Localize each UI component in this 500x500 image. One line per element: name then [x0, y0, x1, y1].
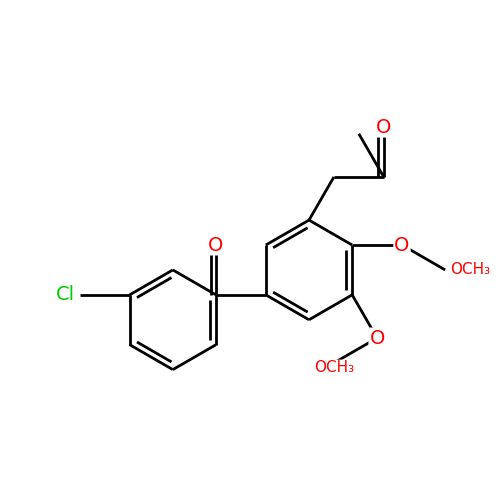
Text: O: O [208, 236, 224, 255]
Text: Cl: Cl [56, 286, 75, 304]
Text: OCH₃: OCH₃ [314, 360, 354, 376]
Text: O: O [376, 118, 392, 137]
Text: O: O [394, 236, 409, 255]
Text: OCH₃: OCH₃ [450, 262, 490, 278]
Text: O: O [370, 328, 385, 347]
